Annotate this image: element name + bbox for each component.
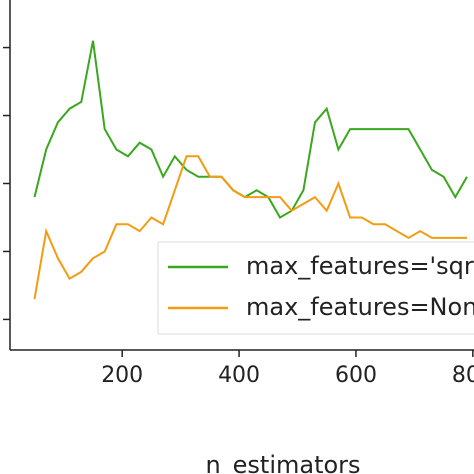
- x-tick-label: 800: [452, 363, 474, 388]
- series-line: [33, 40, 468, 219]
- x-tick-label: 600: [335, 363, 377, 388]
- series-line: [33, 155, 467, 300]
- legend-box: [157, 241, 474, 335]
- x-tick-label: 400: [218, 363, 260, 388]
- x-tick-label: 200: [101, 363, 143, 388]
- legend-label: max_features='sqrt': [246, 252, 474, 280]
- legend-label: max_features=None: [246, 293, 474, 321]
- x-axis-label: n_estimators: [205, 451, 360, 474]
